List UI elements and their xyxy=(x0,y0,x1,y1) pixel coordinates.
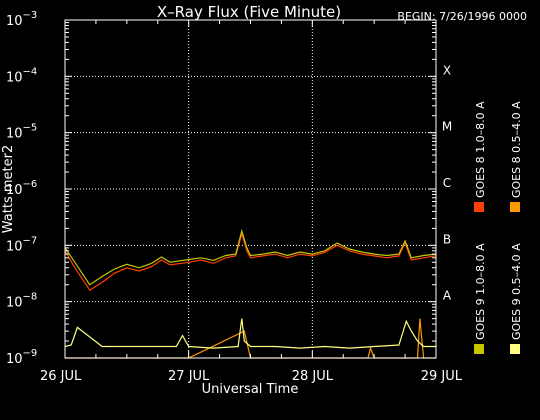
y-tick-label: 10−7 xyxy=(6,235,37,254)
flare-class-label: X xyxy=(443,63,451,77)
flare-class-label: B xyxy=(443,232,451,246)
y-axis-label: Watts meter2 xyxy=(1,145,16,233)
flare-class-label: C xyxy=(443,176,451,190)
flare-class-label: M xyxy=(442,120,452,134)
x-axis-label: Universal Time xyxy=(202,382,299,397)
x-tick-label: 27 JUL xyxy=(168,369,210,384)
chart-title: X–Ray Flux (Five Minute) xyxy=(157,3,341,21)
x-tick-label: 26 JUL xyxy=(40,369,82,384)
y-tick-label: 10−4 xyxy=(6,66,37,85)
y-tick-label: 10−3 xyxy=(6,10,37,29)
x-tick-labels: 26 JUL 27 JUL 28 JUL 29 JUL xyxy=(40,369,463,384)
series-line xyxy=(65,318,436,359)
legend-swatch xyxy=(510,344,520,354)
legend-label: GOES 8 1.0–8.0 A xyxy=(474,101,487,198)
x-tick-label: 29 JUL xyxy=(421,369,463,384)
y-tick-label: 10−6 xyxy=(6,179,37,198)
legend: GOES 8 1.0–8.0 A GOES 9 1.0–8.0 A GOES 8 0… xyxy=(474,101,523,354)
legend-swatch xyxy=(474,202,484,212)
x-tick-label: 28 JUL xyxy=(292,369,334,384)
legend-swatch xyxy=(510,202,520,212)
axis-ticks xyxy=(64,19,437,359)
legend-label: GOES 9 0.5–4.0 A xyxy=(510,243,523,340)
begin-label: BEGIN: 7/26/1996 0000 xyxy=(397,10,527,23)
legend-swatch xyxy=(474,344,484,354)
legend-label: GOES 8 0.5–4.0 A xyxy=(510,101,523,198)
series-group xyxy=(64,228,437,359)
series-line xyxy=(64,231,437,292)
y-tick-label: 10−5 xyxy=(6,123,37,142)
legend-label: GOES 9 1.0–8.0 A xyxy=(474,243,487,340)
y-tick-labels: 10−9 10−8 10−7 10−6 10−5 10−4 10−3 xyxy=(6,10,37,367)
y-tick-label: 10−9 xyxy=(6,348,37,367)
flare-class-label: A xyxy=(443,289,452,303)
grid-lines xyxy=(65,20,436,358)
y-tick-label: 10−8 xyxy=(6,292,37,311)
series-line xyxy=(64,228,437,286)
series-line xyxy=(64,318,436,349)
flare-class-labels: A B C M X xyxy=(442,63,452,302)
